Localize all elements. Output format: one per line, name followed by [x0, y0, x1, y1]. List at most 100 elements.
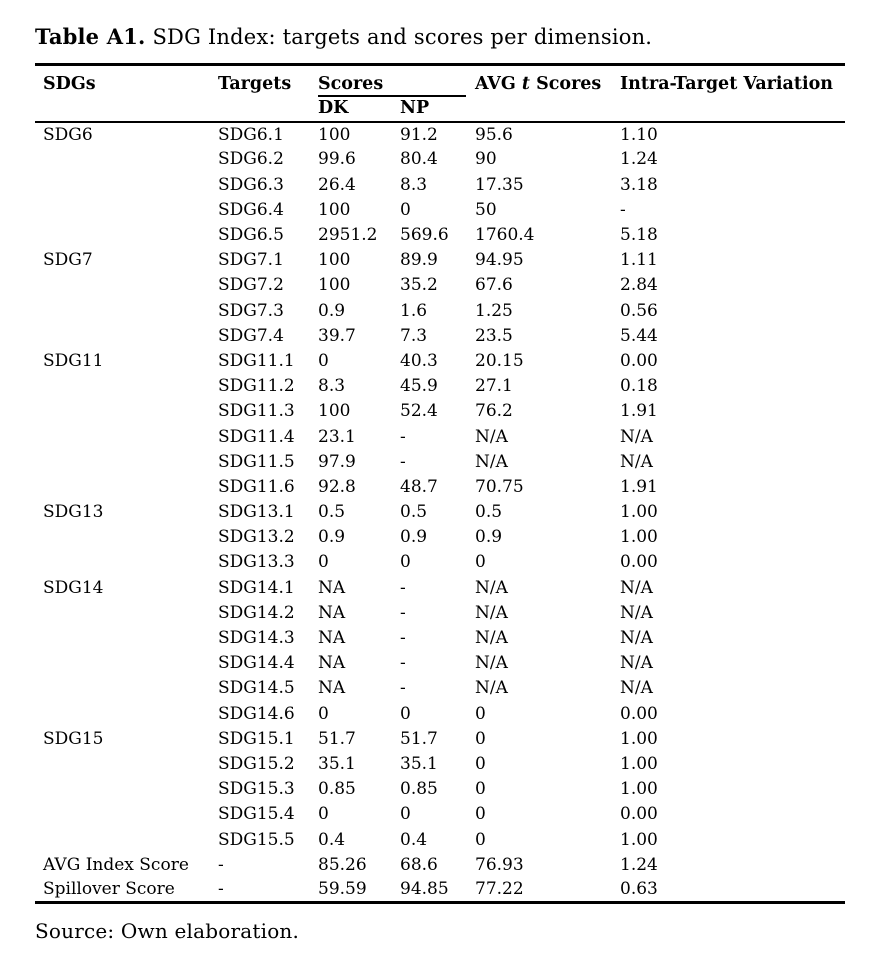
table-cell: N/A	[475, 602, 508, 623]
table-cell: 0.00	[620, 703, 658, 724]
table-cell: 5.44	[620, 325, 658, 346]
table-cell: SDG6.4	[218, 199, 284, 220]
table-cell: 0	[400, 552, 411, 573]
table-cell: 0.00	[620, 552, 658, 573]
table-cell: SDG6.1	[218, 124, 284, 145]
table-row: SDG6 SDG6.1 100 91.2 95.6 1.10	[35, 122, 845, 147]
table-cell: 26.4	[318, 174, 356, 195]
table-cell: 1.6	[400, 300, 428, 321]
table-cell: 1.00	[620, 728, 658, 749]
table-cell: N/A	[620, 653, 653, 674]
table-cell: 89.9	[400, 250, 438, 271]
table-cell: 1.10	[620, 124, 658, 145]
table-cell: 1.24	[620, 854, 658, 875]
table-row: SDG11 SDG11.1 0 40.3 20.15 0.00	[35, 348, 845, 373]
table-cell: 76.93	[475, 854, 524, 875]
table-cell: 0.9	[475, 527, 503, 548]
table-cell: NA	[318, 577, 346, 598]
table-row: SDG7 SDG7.1 100 89.9 94.95 1.11	[35, 248, 845, 273]
table-cell: 59.59	[318, 879, 367, 900]
table-row: SDG11.6 92.8 48.7 70.75 1.91	[35, 474, 845, 499]
table-cell: 7.3	[400, 325, 428, 346]
table-row: SDG14.3 NA - N/A N/A	[35, 625, 845, 650]
table-cell: SDG14	[43, 577, 104, 598]
table-cell: 40.3	[400, 350, 438, 371]
table-cell: SDG13	[43, 502, 104, 523]
table-cell: N/A	[475, 451, 508, 472]
table-row: SDG11.4 23.1 - N/A N/A	[35, 424, 845, 449]
table-cell: 0	[475, 779, 486, 800]
table-cell: SDG7	[43, 250, 93, 271]
table-cell: 27.1	[475, 376, 513, 397]
table-cell	[35, 323, 210, 348]
table-cell: 0	[400, 199, 411, 220]
table-cell: 95.6	[475, 124, 513, 145]
table-cell: SDG11.5	[218, 451, 295, 472]
table-cell: 0.5	[318, 502, 346, 523]
table-cell: 8.3	[400, 174, 428, 195]
table-cell: -	[400, 628, 406, 649]
table-cell: 1.25	[475, 300, 513, 321]
table-cell: 68.6	[400, 854, 438, 875]
scores-group-label: Scores	[318, 74, 466, 98]
table-cell: 1.00	[620, 779, 658, 800]
table-cell	[35, 701, 210, 726]
column-header-np: NP	[392, 97, 467, 123]
table-cell: N/A	[620, 678, 653, 699]
table-cell: SDG7.4	[218, 325, 284, 346]
header-row-top: SDGs Targets Scores AVG t Scores Intra-T…	[35, 64, 845, 123]
table-cell: 0.85	[318, 779, 356, 800]
column-header-intra-target-variation: Intra-Target Variation	[612, 64, 845, 123]
table-cell: SDG13.3	[218, 552, 295, 573]
table-cell: Spillover Score	[43, 879, 175, 900]
table-cell: SDG13.2	[218, 527, 295, 548]
table-cell: SDG14.5	[218, 678, 295, 699]
table-cell: SDG11.6	[218, 476, 295, 497]
table-caption-label: Table A1.	[35, 24, 146, 49]
table-cell	[35, 147, 210, 172]
table-cell: 0.56	[620, 300, 658, 321]
table-cell: 99.6	[318, 149, 356, 170]
table-cell: SDG14.1	[218, 577, 295, 598]
table-cell: 51.7	[318, 728, 356, 749]
table-cell: 0.00	[620, 804, 658, 825]
table-cell	[35, 298, 210, 323]
table-cell	[35, 625, 210, 650]
table-cell: N/A	[620, 426, 653, 447]
table-row: SDG11.2 8.3 45.9 27.1 0.18	[35, 374, 845, 399]
table-cell: SDG14.6	[218, 703, 295, 724]
table-row: SDG7.2 100 35.2 67.6 2.84	[35, 273, 845, 298]
table-cell: N/A	[620, 628, 653, 649]
table-cell: 94.85	[400, 879, 449, 900]
table-cell: 35.2	[400, 275, 438, 296]
table-cell	[35, 424, 210, 449]
table-cell: NA	[318, 628, 346, 649]
table-cell: SDG6.2	[218, 149, 284, 170]
table-cell	[35, 600, 210, 625]
table-cell: 1.00	[620, 502, 658, 523]
table-cell: 94.95	[475, 250, 524, 271]
table-row: SDG7.3 0.9 1.6 1.25 0.56	[35, 298, 845, 323]
table-cell: SDG15.5	[218, 829, 295, 850]
table-cell: 0	[318, 552, 329, 573]
table-cell: -	[218, 879, 224, 900]
table-cell: -	[400, 602, 406, 623]
table-cell: 91.2	[400, 124, 438, 145]
table-cell: SDG6.3	[218, 174, 284, 195]
table-cell: 100	[318, 124, 351, 145]
table-row: SDG15.2 35.1 35.1 0 1.00	[35, 751, 845, 776]
table-row: SDG15 SDG15.1 51.7 51.7 0 1.00	[35, 726, 845, 751]
table-cell: SDG14.4	[218, 653, 295, 674]
table-cell: 0.5	[475, 502, 503, 523]
table-row: SDG14 SDG14.1 NA - N/A N/A	[35, 575, 845, 600]
table-cell: SDG15	[43, 728, 104, 749]
table-row: AVG Index Score - 85.26 68.6 76.93 1.24	[35, 852, 845, 877]
table-cell: 52.4	[400, 401, 438, 422]
table-cell: SDG11	[43, 350, 104, 371]
table-row: SDG7.4 39.7 7.3 23.5 5.44	[35, 323, 845, 348]
table-cell: -	[400, 678, 406, 699]
table-cell: 1.00	[620, 527, 658, 548]
table-header: SDGs Targets Scores AVG t Scores Intra-T…	[35, 64, 845, 123]
table-cell: 77.22	[475, 879, 524, 900]
column-header-avg-t-scores: AVG t Scores	[467, 64, 612, 123]
